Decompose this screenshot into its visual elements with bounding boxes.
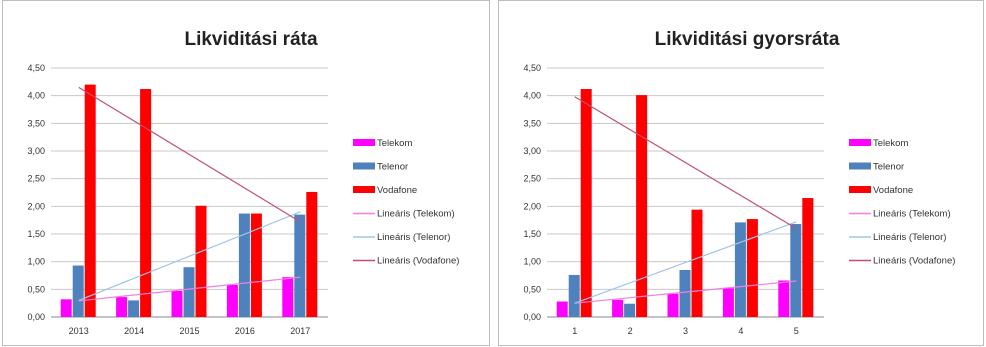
bar-vodafone	[195, 205, 207, 317]
x-tick-label: 3	[683, 326, 688, 336]
y-tick-label: 2,50	[27, 174, 45, 184]
bar-vodafone	[802, 198, 814, 317]
bar-telenor	[734, 222, 746, 317]
legend-swatch	[849, 186, 871, 193]
y-tick-label: 1,00	[27, 257, 45, 267]
y-tick-label: 0,00	[27, 312, 45, 322]
bar-telenor	[294, 214, 306, 317]
bar-vodafone	[250, 213, 262, 317]
x-tick-label: 2	[628, 326, 633, 336]
y-tick-label: 0,50	[27, 284, 45, 294]
y-tick-label: 3,00	[523, 146, 541, 156]
bar-telenor	[183, 267, 195, 317]
trendline-0	[574, 280, 797, 304]
x-tick-label: 2014	[124, 326, 144, 336]
bar-telenor	[128, 300, 140, 317]
legend-swatch	[849, 162, 871, 170]
y-tick-label: 1,00	[523, 257, 541, 267]
legend-label: Lineáris (Telekom)	[873, 209, 951, 220]
bar-vodafone	[140, 89, 152, 317]
bar-vodafone	[84, 84, 96, 317]
trendline-0	[78, 276, 301, 302]
trendline-1	[574, 221, 797, 304]
bar-telekom	[556, 301, 568, 317]
legend-label: Telenor	[873, 162, 904, 173]
trendline-2	[78, 86, 301, 223]
bar-telekom	[722, 288, 734, 317]
legend-label: Vodafone	[873, 185, 913, 196]
y-tick-label: 2,00	[27, 201, 45, 211]
bar-telekom	[60, 299, 72, 317]
chart-title: Likviditási gyorsráta	[655, 29, 840, 50]
y-tick-label: 0,50	[523, 284, 541, 294]
trendline-1	[78, 211, 301, 301]
trendline-2	[574, 96, 797, 229]
x-tick-label: 1	[572, 326, 577, 336]
x-tick-label: 2017	[290, 326, 310, 336]
bar-telenor	[72, 265, 84, 317]
chart-quick-ratio: Likviditási gyorsráta 0,00 0,50 1,00 1,50 2,0…	[523, 29, 955, 336]
x-tick-label: 2015	[179, 326, 199, 336]
legend-swatch	[849, 139, 871, 146]
legend-label: Telekom	[377, 138, 412, 149]
legend-swatch	[353, 186, 375, 193]
bar-telekom	[116, 297, 128, 317]
x-tick-label: 5	[794, 326, 799, 336]
y-tick-label: 2,00	[523, 201, 541, 211]
bar-telenor	[624, 303, 636, 317]
bar-vodafone	[306, 191, 318, 317]
y-tick-label: 3,00	[27, 146, 45, 156]
legend-label: Telenor	[377, 162, 408, 173]
legend-label: Lineáris (Telenor)	[873, 232, 946, 243]
y-tick-label: 1,50	[27, 229, 45, 239]
y-tick-label: 2,50	[523, 174, 541, 184]
bar-telekom	[282, 277, 294, 317]
y-tick-label: 0,00	[523, 312, 541, 322]
bar-telekom	[226, 284, 238, 317]
y-tick-label: 3,50	[523, 118, 541, 128]
x-tick-label: 2013	[69, 326, 89, 336]
legend-label: Lineáris (Telekom)	[377, 209, 455, 220]
bar-telenor	[679, 269, 691, 317]
bar-telenor	[568, 274, 580, 317]
chart-liquidity-ratio: Likviditási ráta 0,00 0,50 1,00 1,50 2,00 2,50…	[27, 29, 459, 336]
y-tick-label: 3,50	[27, 118, 45, 128]
y-tick-label: 4,50	[27, 63, 45, 73]
bar-telekom	[612, 299, 624, 317]
bar-telekom	[667, 293, 679, 317]
bar-vodafone	[580, 89, 592, 317]
chart-title: Likviditási ráta	[184, 29, 317, 50]
bar-vodafone	[636, 95, 648, 317]
y-tick-label: 4,00	[523, 91, 541, 101]
bar-telekom	[171, 290, 183, 317]
y-tick-label: 1,50	[523, 229, 541, 239]
bar-telekom	[778, 280, 790, 317]
bar-vodafone	[746, 219, 758, 317]
y-tick-label: 4,50	[523, 63, 541, 73]
legend-swatch	[353, 139, 375, 146]
legend-swatch	[353, 162, 375, 170]
x-tick-label: 2016	[235, 326, 255, 336]
x-tick-label: 4	[738, 326, 743, 336]
y-tick-label: 4,00	[27, 91, 45, 101]
chart-panel-quick-ratio: Likviditási gyorsráta 0,00 0,50 1,00 1,50 2,0…	[498, 0, 984, 346]
legend-label: Telekom	[873, 138, 908, 149]
bar-telenor	[790, 224, 802, 317]
bar-telenor	[238, 213, 250, 317]
legend-label: Vodafone	[377, 185, 417, 196]
legend-label: Lineáris (Telenor)	[377, 232, 450, 243]
legend-label: Lineáris (Vodafone)	[377, 256, 459, 267]
legend-label: Lineáris (Vodafone)	[873, 256, 955, 267]
bar-vodafone	[691, 209, 703, 317]
chart-panel-liquidity-ratio: Likviditási ráta 0,00 0,50 1,00 1,50 2,00 2,50…	[2, 0, 490, 346]
